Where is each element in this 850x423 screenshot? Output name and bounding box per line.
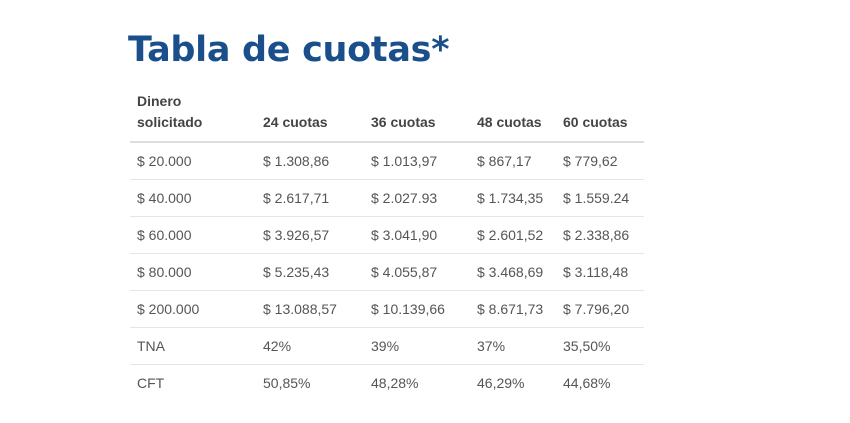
table-cell: 46,29% — [470, 364, 556, 401]
table-row: $ 200.000 $ 13.088,57 $ 10.139,66 $ 8.67… — [130, 290, 644, 328]
table-cell: $ 7.796,20 — [556, 290, 644, 328]
table-cell: $ 40.000 — [130, 179, 256, 217]
table-cell: $ 2.601,52 — [470, 216, 556, 254]
header-24-cuotas: 24 cuotas — [256, 90, 364, 143]
table-cell: $ 5.235,43 — [256, 253, 364, 291]
header-amount-requested: Dinero solicitado — [130, 90, 256, 143]
table-cell: CFT — [130, 364, 256, 401]
table-cell: $ 1.559.24 — [556, 179, 644, 217]
table-row: $ 20.000 $ 1.308,86 $ 1.013,97 $ 867,17 … — [130, 142, 644, 180]
table-cell: 35,50% — [556, 327, 644, 365]
table-cell: 44,68% — [556, 364, 644, 401]
header-60-cuotas: 60 cuotas — [556, 90, 644, 143]
table-cell: $ 3.468,69 — [470, 253, 556, 291]
table-cell: $ 3.118,48 — [556, 253, 644, 291]
table-header-row: Dinero solicitado 24 cuotas 36 cuotas 48 … — [130, 90, 644, 143]
table-row: $ 60.000 $ 3.926,57 $ 3.041,90 $ 2.601,5… — [130, 216, 644, 254]
table-cell: $ 2.338,86 — [556, 216, 644, 254]
table-cell: $ 2.027.93 — [364, 179, 470, 217]
table-cell: $ 20.000 — [137, 153, 192, 169]
header-amount-line1: Dinero — [137, 93, 182, 109]
table-cell: $ 8.671,73 — [470, 290, 556, 328]
header-48-cuotas: 48 cuotas — [470, 90, 556, 143]
table-cell: $ 60.000 — [130, 216, 256, 254]
table-row-cft: CFT 50,85% 48,28% 46,29% 44,68% — [130, 364, 644, 401]
table-cell: $ 3.926,57 — [256, 216, 364, 254]
page-title: Tabla de cuotas* — [128, 30, 450, 70]
table-cell: $ 779,62 — [563, 153, 618, 169]
table-cell: 48,28% — [364, 364, 470, 401]
header-36-cuotas: 36 cuotas — [364, 90, 470, 143]
table-row-tna: TNA 42% 39% 37% 35,50% — [130, 327, 644, 365]
table-cell: $ 13.088,57 — [256, 290, 364, 328]
table-cell: $ 10.139,66 — [364, 290, 470, 328]
table-cell: 50,85% — [256, 364, 364, 401]
header-amount-line2: solicitado — [137, 114, 203, 130]
table-cell: 37% — [470, 327, 556, 365]
table-cell: $ 80.000 — [130, 253, 256, 291]
installments-table: Dinero solicitado 24 cuotas 36 cuotas 48 … — [130, 90, 644, 401]
table-cell: $ 1.308,86 — [263, 153, 330, 169]
table-cell: 39% — [364, 327, 470, 365]
table-cell: TNA — [130, 327, 256, 365]
table-row: $ 40.000 $ 2.617,71 $ 2.027.93 $ 1.734,3… — [130, 179, 644, 217]
table-row: $ 80.000 $ 5.235,43 $ 4.055,87 $ 3.468,6… — [130, 253, 644, 291]
table-cell: $ 1.734,35 — [470, 179, 556, 217]
table-cell: $ 2.617,71 — [256, 179, 364, 217]
table-cell: $ 200.000 — [130, 290, 256, 328]
table-cell: $ 3.041,90 — [364, 216, 470, 254]
table-cell: $ 1.013,97 — [371, 153, 438, 169]
table-cell: $ 4.055,87 — [364, 253, 470, 291]
table-cell: 42% — [256, 327, 364, 365]
table-cell: $ 867,17 — [477, 153, 532, 169]
